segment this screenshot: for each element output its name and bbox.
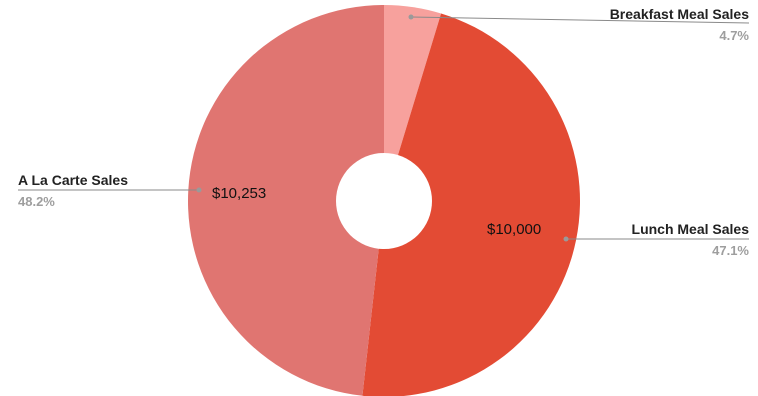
slice-label-lunch: Lunch Meal Sales — [632, 221, 750, 237]
slice-percent-lunch: 47.1% — [712, 243, 749, 258]
slice-value-alacarte: $10,253 — [212, 185, 266, 202]
slice-label-breakfast: Breakfast Meal Sales — [610, 6, 750, 22]
slice-percent-alacarte: 48.2% — [18, 194, 55, 209]
slice-percent-breakfast: 4.7% — [719, 28, 749, 43]
slice-value-lunch: $10,000 — [487, 221, 541, 238]
label-group-breakfast: Breakfast Meal Sales 4.7% — [408, 6, 750, 43]
slice-alacarte — [187, 5, 384, 396]
leader-dot-breakfast — [408, 14, 414, 20]
slice-label-alacarte: A La Carte Sales — [18, 172, 128, 188]
leader-line-breakfast — [410, 16, 750, 24]
donut-hole — [336, 153, 432, 249]
slice-breakfast — [384, 5, 442, 201]
leader-dot-alacarte — [196, 187, 202, 193]
leader-dot-lunch — [563, 236, 569, 242]
slices-group — [187, 5, 580, 396]
slice-lunch — [362, 13, 580, 396]
label-group-alacarte: A La Carte Sales 48.2% $10,253 — [18, 172, 266, 209]
label-group-lunch: Lunch Meal Sales 47.1% $10,000 — [487, 221, 749, 258]
